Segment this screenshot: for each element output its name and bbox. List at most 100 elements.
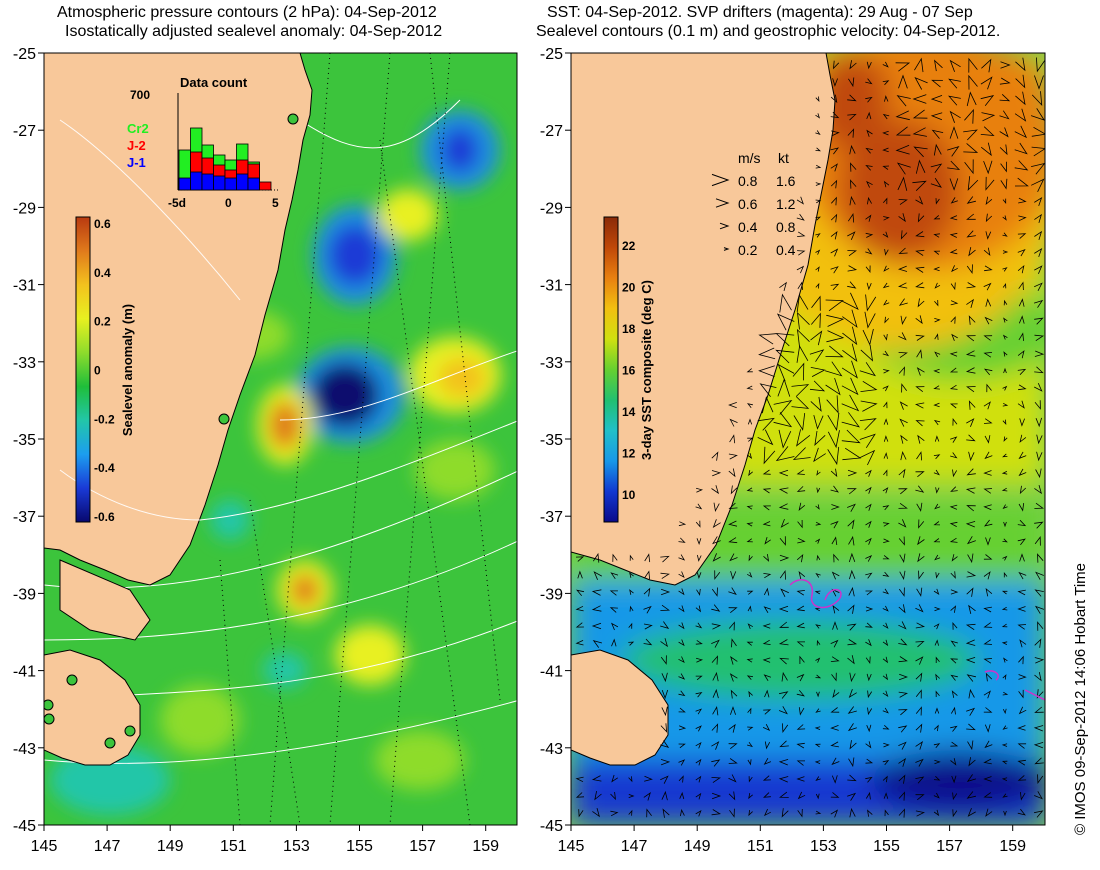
velocity-arrow [864,311,876,329]
velocity-arrow [1017,725,1026,731]
velocity-arrow [915,622,926,629]
velocity-arrow [1037,774,1044,784]
velocity-arrow [949,215,958,221]
velocity-arrow [1017,808,1026,816]
velocity-arrow [865,606,874,612]
colorbar-tick-label: 14 [622,405,636,419]
svp-drifter-tracks [789,579,1045,701]
velocity-arrow [762,657,771,663]
velocity-arrow [847,231,856,240]
velocity-arrow [814,743,821,748]
lat-label-left: -39 [13,586,36,603]
velocity-arrow [729,553,738,562]
velocity-arrow [980,126,995,136]
velocity-arrow [695,605,702,613]
velocity-arrow [578,809,584,818]
velocity-arrow [831,536,838,546]
velocity-arrow [900,315,907,325]
data-count-xtick-0: -5d [168,196,186,210]
velocity-arrow [778,759,789,766]
velocity-arrow [917,536,925,546]
velocity-arrow [847,503,856,512]
right-title-line2: Sealevel contours (0.1 m) and geostrophi… [536,23,1001,40]
velocity-arrow [712,553,721,562]
velocity-arrow [697,554,702,562]
velocity-arrow [847,213,855,223]
velocity-arrow [916,502,923,512]
velocity-arrow [711,777,721,783]
velocity-arrow [1015,91,1026,106]
lon-label-left: 153 [283,838,310,855]
data-count-legend-entry: J-1 [127,155,146,170]
velocity-arrow [898,741,907,750]
velocity-arrow [847,250,857,257]
velocity-arrow [746,487,753,492]
velocity-arrow [897,282,908,289]
velocity-arrow [695,691,703,698]
velocity-arrow [1002,282,1007,289]
velocity-arrow [934,606,941,612]
velocity-arrow [898,656,908,663]
velocity-arrow [793,413,806,431]
velocity-arrow [968,315,976,325]
lon-label-right: 151 [747,838,774,855]
velocity-arrow [968,757,976,767]
lon-label-right: 155 [873,838,900,855]
velocity-arrow [1036,57,1045,73]
velocity-arrow [778,503,789,510]
velocity-arrow [779,791,789,798]
velocity-arrow [950,589,959,595]
velocity-arrow [964,108,974,124]
velocity-arrow [643,792,651,801]
velocity-arrow [678,707,686,713]
velocity-arrow [984,316,993,325]
velocity-arrow [847,792,857,801]
velocity-arrow [899,570,906,580]
velocity-arrow [949,351,958,357]
velocity-arrow [865,248,873,255]
velocity-arrow [830,468,838,478]
velocity-arrow [916,587,923,597]
velocity-arrow [662,808,670,818]
velocity-arrow [775,446,795,462]
velocity-arrow [1034,638,1042,648]
velocity-arrow [779,621,789,628]
velocity-arrow [629,554,634,561]
velocity-arrow [695,708,703,715]
data-count-bar-j1 [236,173,249,191]
velocity-arrow [882,113,890,120]
velocity-arrow [866,129,873,137]
velocity-arrow [1018,689,1024,699]
velocity-arrow [898,774,906,784]
velocity-arrow [730,689,738,699]
velocity-arrow [747,726,754,731]
velocity-arrow [898,709,908,716]
velocity-arrow [1034,366,1044,374]
velocity-arrow [1033,742,1044,749]
velocity-arrow [728,402,737,409]
velocity-arrow [797,791,806,800]
velocity-arrow [883,265,890,272]
velocity-arrow [779,740,789,748]
velocity-arrow [695,622,703,629]
velocity-arrow [847,519,855,529]
velocity-arrow [917,298,925,308]
velocity-arrow [748,690,753,697]
velocity-arrow [859,449,876,466]
velocity-arrow [865,214,872,222]
lat-label-left: -31 [13,278,36,295]
velocity-arrow [660,638,668,648]
velocity-arrow [575,622,584,628]
velocity-arrow [1001,606,1008,611]
velocity-arrow [678,673,686,680]
velocity-arrow [882,690,889,698]
velocity-arrow [764,536,771,545]
velocity-arrow [915,420,925,427]
velocity-arrow [849,740,857,750]
velocity-arrow [1018,315,1025,324]
velocity-arrow [898,366,905,376]
velocity-arrow [1003,367,1007,374]
velocity-arrow [898,587,905,597]
velocity-arrow [895,62,911,72]
velocity-arrow [763,808,771,817]
